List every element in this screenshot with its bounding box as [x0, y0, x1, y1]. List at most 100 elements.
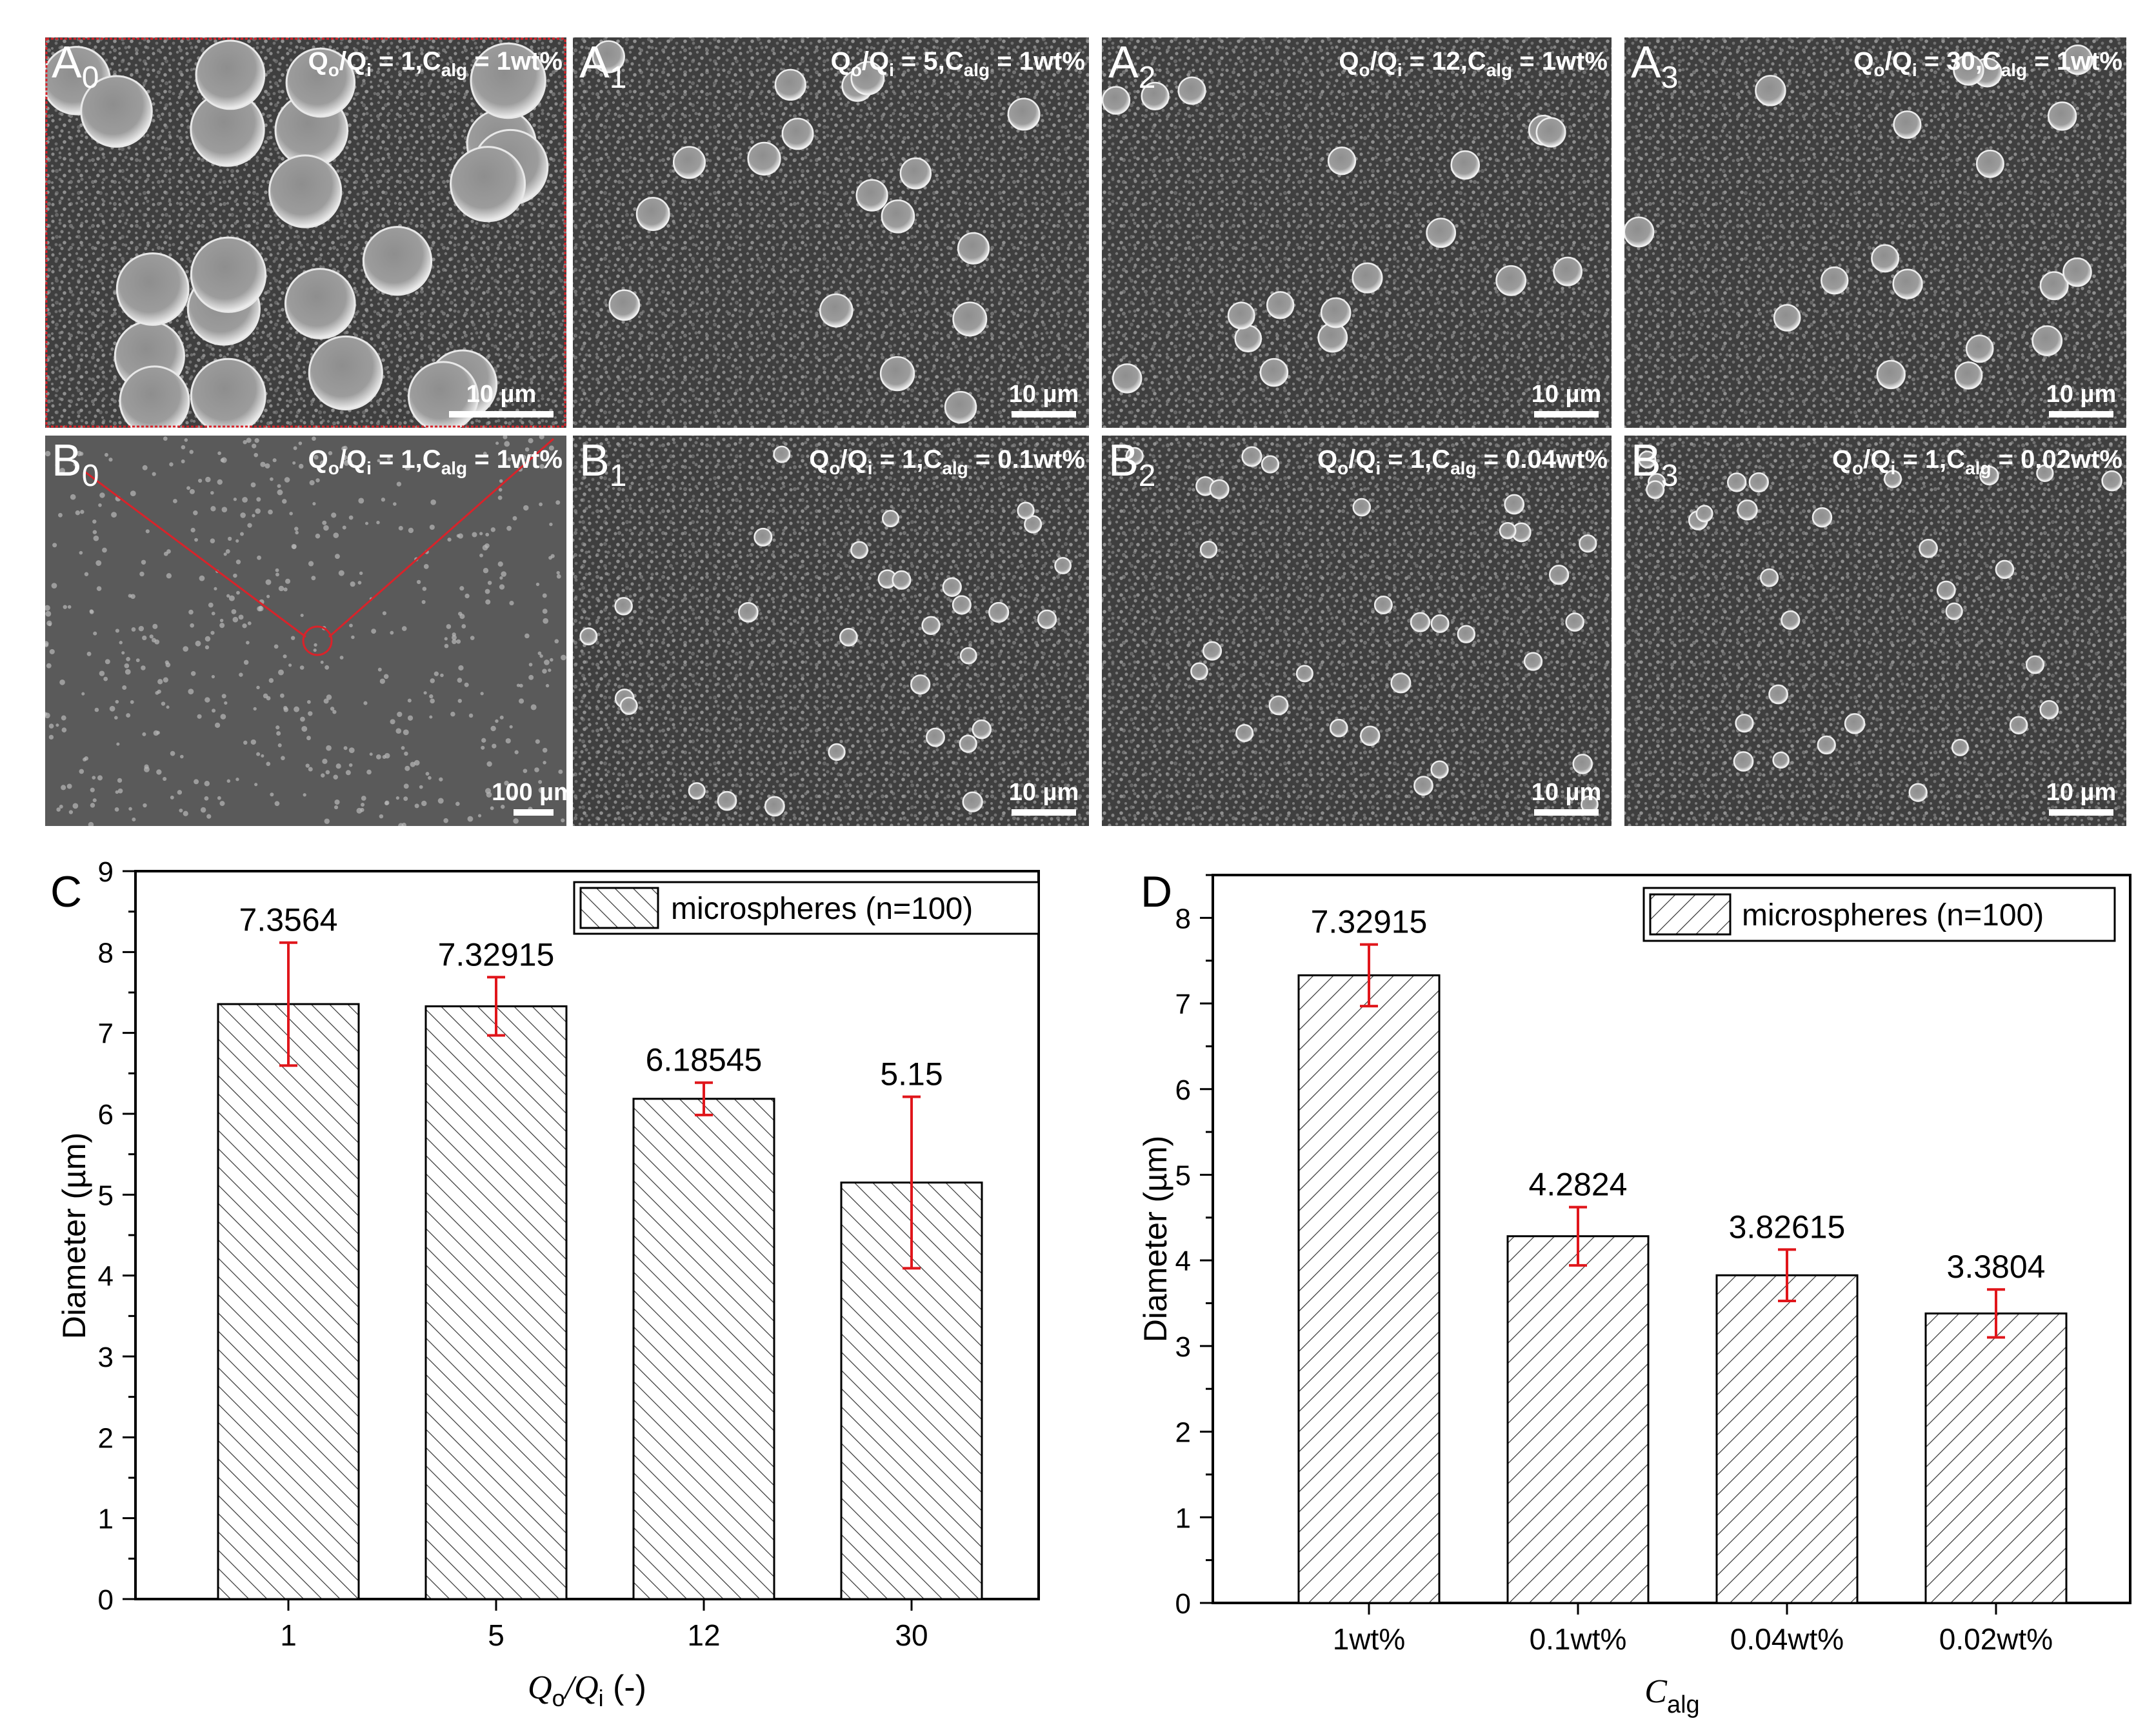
microsphere: [1410, 612, 1431, 632]
bar: [424, 1005, 568, 1600]
value-label: 6.18545: [646, 1042, 763, 1078]
microsphere: [1241, 446, 1263, 467]
value-label: 7.3564: [239, 902, 338, 938]
microsphere: [2026, 655, 2045, 674]
microsphere: [881, 510, 900, 528]
microsphere: [1951, 738, 1969, 756]
microsphere: [850, 61, 885, 96]
sem-condition-label: Qo/Qi = 1,Calg = 1wt%: [308, 47, 563, 80]
value-label: 3.3804: [1947, 1249, 2046, 1285]
microsphere: [747, 141, 781, 176]
microsphere: [1450, 150, 1481, 180]
microsphere: [608, 289, 641, 321]
microsphere: [1268, 695, 1289, 716]
microsphere: [1733, 751, 1754, 772]
microsphere: [1327, 146, 1357, 176]
zoom-region-box: [45, 37, 566, 428]
scale-bar: [514, 809, 554, 816]
microsphere: [2039, 271, 2069, 301]
sem-panel-a1: A1 Qo/Qi = 5,Calg = 1wt%10 µm: [573, 37, 1089, 428]
microsphere: [1413, 776, 1433, 796]
microsphere: [1499, 522, 1517, 539]
scale-bar-label: 10 µm: [466, 381, 537, 408]
microsphere: [774, 68, 806, 101]
microsphere: [1523, 652, 1543, 671]
scale-bar-label: 10 µm: [1532, 779, 1602, 806]
y-tick-label: 3: [98, 1342, 114, 1373]
microsphere: [1266, 291, 1295, 319]
microsphere: [959, 734, 977, 753]
sem-condition-label: Qo/Qi = 12,Calg = 1wt%: [1339, 47, 1608, 80]
microsphere: [952, 301, 988, 337]
x-axis-label-c: Qo/Qi (-): [528, 1669, 646, 1711]
microsphere: [619, 696, 638, 715]
legend-label-d: microspheres (n=100): [1742, 898, 2044, 932]
microsphere: [957, 232, 990, 265]
value-label: 7.32915: [438, 936, 555, 972]
y-tick-label: 5: [98, 1180, 114, 1211]
microsphere: [944, 390, 977, 424]
sem-panel-a3: A3 Qo/Qi = 30,Calg = 1wt%10 µm: [1624, 37, 2126, 428]
microsphere: [942, 577, 962, 597]
microsphere: [1125, 447, 1144, 465]
microsphere: [1871, 244, 1900, 273]
microsphere: [1883, 470, 1902, 488]
microsphere: [819, 293, 853, 328]
microsphere: [450, 146, 526, 223]
value-label: 7.32915: [1311, 904, 1428, 940]
microsphere: [962, 791, 983, 812]
microsphere: [80, 75, 153, 148]
zoom-region-marker: [302, 625, 333, 656]
microsphere: [1352, 498, 1372, 517]
microsphere: [1259, 357, 1289, 387]
scale-bar: [1534, 411, 1599, 418]
bar: [1924, 1312, 2068, 1604]
x-axis-label-d: Calg: [1644, 1673, 1699, 1718]
microsphere: [195, 39, 266, 110]
microsphere: [2047, 101, 2077, 131]
y-tick-label: 0: [98, 1584, 114, 1616]
microsphere: [952, 595, 972, 615]
microsphere: [1995, 559, 2015, 579]
scale-bar-label: 10 µm: [1009, 381, 1079, 408]
microsphere: [773, 445, 791, 463]
microsphere: [1373, 596, 1393, 615]
microsphere: [1893, 110, 1922, 139]
microsphere: [2039, 700, 2059, 720]
microsphere: [972, 719, 992, 740]
legend-d: microspheres (n=100): [1642, 887, 2116, 942]
microsphere: [764, 796, 785, 817]
y-tick-label: 8: [1175, 903, 1191, 934]
microsphere: [1772, 751, 1790, 769]
y-tick-label: 3: [1175, 1331, 1191, 1363]
microsphere: [754, 527, 773, 547]
microsphere: [921, 616, 941, 635]
microsphere: [1037, 609, 1057, 629]
y-tick-label: 4: [98, 1261, 114, 1293]
microsphere: [592, 40, 625, 74]
microsphere: [1359, 725, 1381, 747]
microsphere: [1504, 494, 1525, 515]
microsphere: [1112, 363, 1143, 394]
y-tick-label: 5: [1175, 1160, 1191, 1191]
sem-condition-label: Qo/Qi = 1,Calg = 0.04wt%: [1317, 445, 1608, 478]
microsphere: [1755, 75, 1786, 106]
plot-frame-d: [1212, 874, 2131, 1604]
sem-panel-b2: B2 Qo/Qi = 1,Calg = 0.04wt%10 µm: [1102, 435, 1612, 826]
microsphere: [1199, 541, 1218, 559]
microsphere: [1954, 361, 1983, 390]
y-axis-label-c: Diameter (µm): [56, 1133, 92, 1339]
scale-bar: [1012, 411, 1076, 418]
chart-d: D 0 1 2 3 4 5 6 7 8 7.32915 4.2824 3.82615 3.3804 1…: [1137, 867, 2131, 1718]
y-tick-label: 8: [98, 937, 114, 969]
microsphere: [1876, 359, 1906, 390]
microsphere: [1430, 760, 1449, 779]
y-axis-c: 0 1 2 3 4 5 6 7 8 9: [98, 856, 135, 1616]
microsphere: [879, 356, 915, 392]
scale-bar: [2049, 411, 2113, 418]
microsphere: [839, 628, 858, 647]
y-tick-label: 7: [98, 1018, 114, 1050]
legend-c: microspheres (n=100): [573, 881, 1040, 935]
scale-bar: [1012, 809, 1076, 816]
